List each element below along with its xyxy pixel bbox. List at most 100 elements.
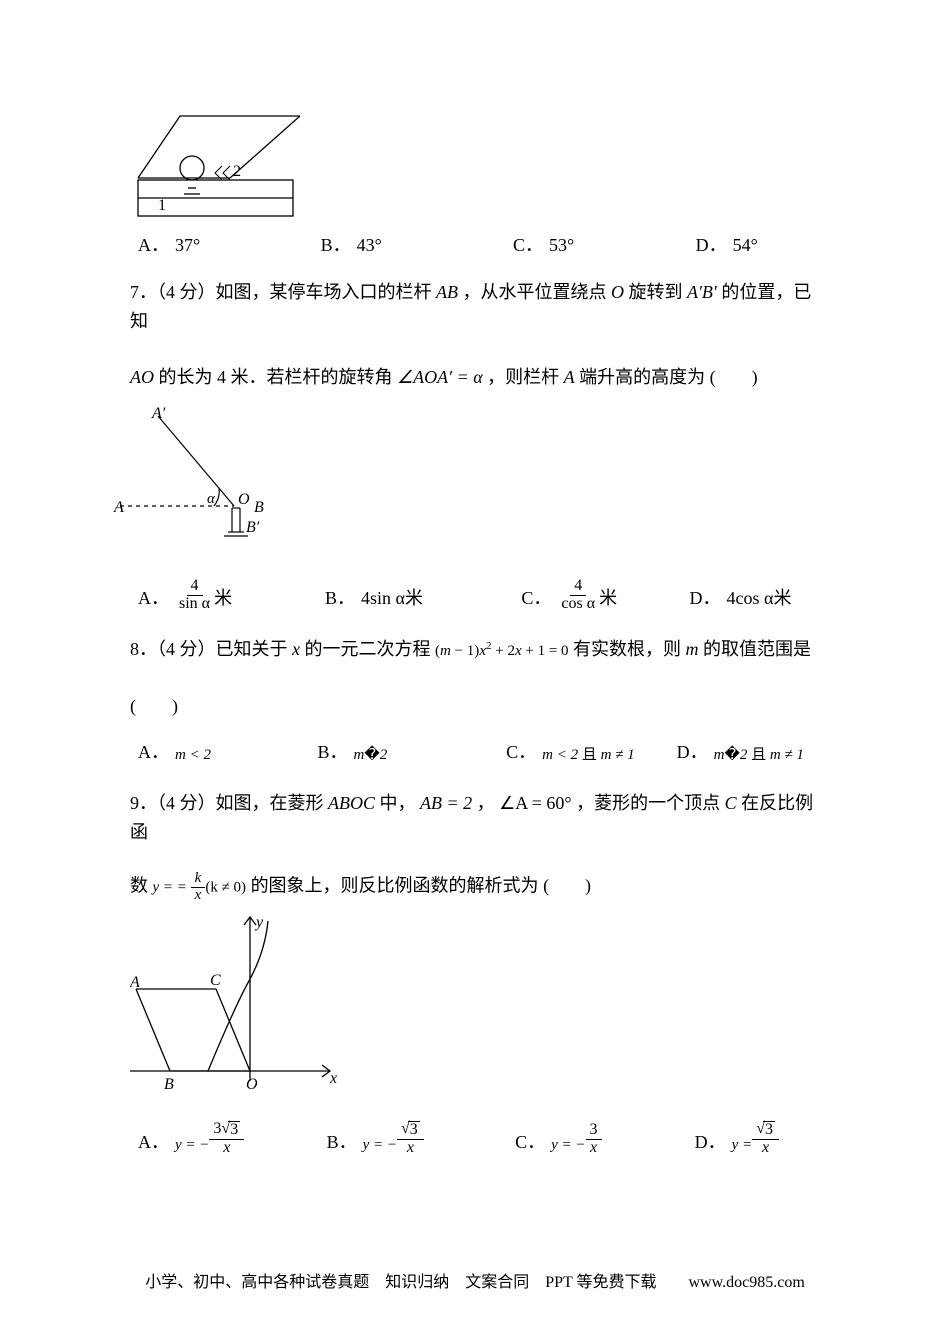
q9: 9．（4 分）如图，在菱形 ABOC 中， AB = 2 ， ∠A = 60° … <box>130 789 820 1157</box>
q8: 8．（4 分）已知关于 x 的一元二次方程 (m − 1)x2 + 2x + 1… <box>130 635 820 767</box>
q7-figure: A′ A α O B B′ <box>112 404 820 554</box>
opt-value: 53° <box>549 231 574 260</box>
q7-opt-a: A． 4 sin α 米 <box>138 578 317 613</box>
frac: 3√3 x <box>209 1121 244 1157</box>
svg-text:A: A <box>130 974 140 991</box>
frac-den: x <box>758 1140 773 1157</box>
q-number: 8． <box>130 639 157 659</box>
text-post: 的图象上，则反比例函数的解析式为 <box>251 875 539 895</box>
q6-opt-a: A． 37° <box>138 231 313 260</box>
math-o: O <box>611 282 624 302</box>
eq-y: y = − <box>551 1133 585 1157</box>
svg-text:A: A <box>113 499 124 516</box>
q6-opt-d: D． 54° <box>696 231 812 260</box>
text-part: 如图，某停车场入口的栏杆 <box>216 282 432 302</box>
q9-line2: 数 y = = kx(k ≠ 0) 的图象上，则反比例函数的解析式为 ( ) <box>130 871 820 904</box>
text-part: 旋转到 <box>629 282 683 302</box>
opt-value: m < 2 <box>175 743 211 767</box>
opt-value: 4cos α <box>727 584 774 613</box>
opt-value: 54° <box>733 231 758 260</box>
math-m: m <box>686 639 699 659</box>
frac-den: sin α <box>175 596 214 613</box>
svg-text:B: B <box>164 1076 174 1093</box>
math-aprime: A′B′ <box>687 282 717 302</box>
opt-letter: D． <box>696 231 727 260</box>
frac: 3 x <box>586 1122 602 1157</box>
q7-line2: AO 的长为 4 米．若栏杆的旋转角 ∠AOA′ = α ，则栏杆 A 端升高的… <box>130 363 820 392</box>
q8-opt-c: C． m < 2 且 m ≠ 1 <box>506 738 669 767</box>
opt-value: m�2 且 m ≠ 1 <box>714 743 804 767</box>
sqrt-icon: √3 <box>221 1121 240 1139</box>
frac-num: k <box>191 871 206 888</box>
text-part: 有实数根，则 <box>573 639 681 659</box>
opt-letter: A． <box>138 1128 169 1157</box>
text-part: ，菱形的一个顶点 <box>576 793 720 813</box>
q9-opt-b: B． y = − √3 x <box>327 1121 508 1157</box>
svg-text:x: x <box>329 1070 337 1087</box>
math-ab2: AB = 2 <box>420 793 472 813</box>
q7-line1: 7．（4 分）如图，某停车场入口的栏杆 AB ，从水平位置绕点 O 旋转到 A′… <box>130 278 820 336</box>
text-part: 的长为 4 米．若栏杆的旋转角 <box>159 367 393 387</box>
opt-letter: C． <box>515 1128 545 1157</box>
text-part: ， <box>477 793 495 813</box>
math-ab: AB <box>436 282 458 302</box>
q9-options: A． y = − 3√3 x B． y = − √3 x C． y = − <box>130 1121 820 1157</box>
svg-text:α: α <box>207 491 216 507</box>
q7-opt-d: D． 4cos α 米 <box>690 578 812 613</box>
q6-options: A． 37° B． 43° C． 53° D． 54° <box>130 231 820 260</box>
frac-num: 4 <box>187 578 203 596</box>
q8-opt-b: B． m�2 <box>318 738 499 767</box>
opt-letter: B． <box>318 738 348 767</box>
eq-y: y = = <box>153 879 191 895</box>
exam-page: 1 2 A． 37° B． 43° C． 53° D． 54° 7．（4 分）如… <box>0 0 950 1215</box>
opt-value: 43° <box>357 231 382 260</box>
eq-y: y = <box>732 1133 753 1157</box>
opt-value: m < 2 且 m ≠ 1 <box>542 743 635 767</box>
q7-options: A． 4 sin α 米 B． 4sin α 米 C． 4 cos α 米 <box>130 578 820 613</box>
eq-y: y = − <box>363 1133 397 1157</box>
opt-letter: C． <box>521 584 551 613</box>
text-part: 端升高的高度为 <box>579 367 705 387</box>
svg-text:A′: A′ <box>151 405 166 422</box>
frac-den: x <box>219 1140 234 1157</box>
q8-opt-d: D． m�2 且 m ≠ 1 <box>677 738 812 767</box>
math-eq: (m − 1)x2 + 2x + 1 = 0 <box>435 643 569 659</box>
frac: 4 cos α <box>557 578 599 613</box>
text-part: 已知关于 <box>216 639 288 659</box>
frac-num: √3 <box>752 1121 779 1140</box>
opt-letter: D． <box>690 584 721 613</box>
q6-opt-b: B． 43° <box>321 231 505 260</box>
q8-line: 8．（4 分）已知关于 x 的一元二次方程 (m − 1)x2 + 2x + 1… <box>130 635 820 664</box>
q6-opt-c: C． 53° <box>513 231 688 260</box>
svg-text:2: 2 <box>233 163 241 180</box>
frac-num: √3 <box>397 1121 424 1140</box>
q-points: （4 分） <box>157 639 216 659</box>
opt-letter: B． <box>325 584 355 613</box>
math-aboc: ABOC <box>328 793 375 813</box>
svg-text:B: B <box>254 499 264 516</box>
text-part: ，则栏杆 <box>487 367 559 387</box>
opt-letter: C． <box>506 738 536 767</box>
q6-figure: 1 2 <box>130 108 820 223</box>
text-part: 如图，在菱形 <box>216 793 324 813</box>
opt-letter: B． <box>327 1128 357 1157</box>
answer-blank: ( ) <box>710 367 758 387</box>
math-a: A <box>564 367 575 387</box>
q7-opt-c: C． 4 cos α 米 <box>521 578 681 613</box>
q7-opt-b: B． 4sin α 米 <box>325 578 513 613</box>
unit: 米 <box>773 584 791 613</box>
math-a60: ∠A = 60° <box>499 793 572 813</box>
svg-text:C: C <box>210 972 221 989</box>
frac-den: x <box>586 1140 601 1157</box>
q-points: （4 分） <box>157 793 216 813</box>
math-angle: ∠AOA′ = α <box>397 367 483 387</box>
opt-value: m�2 <box>354 743 388 767</box>
math-ao: AO <box>130 367 154 387</box>
frac-num: 3√3 <box>209 1121 244 1140</box>
q9-opt-c: C． y = − 3 x <box>515 1121 687 1157</box>
eq-y: y = − <box>175 1133 209 1157</box>
q7: 7．（4 分）如图，某停车场入口的栏杆 AB ，从水平位置绕点 O 旋转到 A′… <box>130 278 820 613</box>
q8-opt-a: A． m < 2 <box>138 738 310 767</box>
q7-svg: A′ A α O B B′ <box>112 404 282 554</box>
frac-den: x <box>191 888 206 904</box>
